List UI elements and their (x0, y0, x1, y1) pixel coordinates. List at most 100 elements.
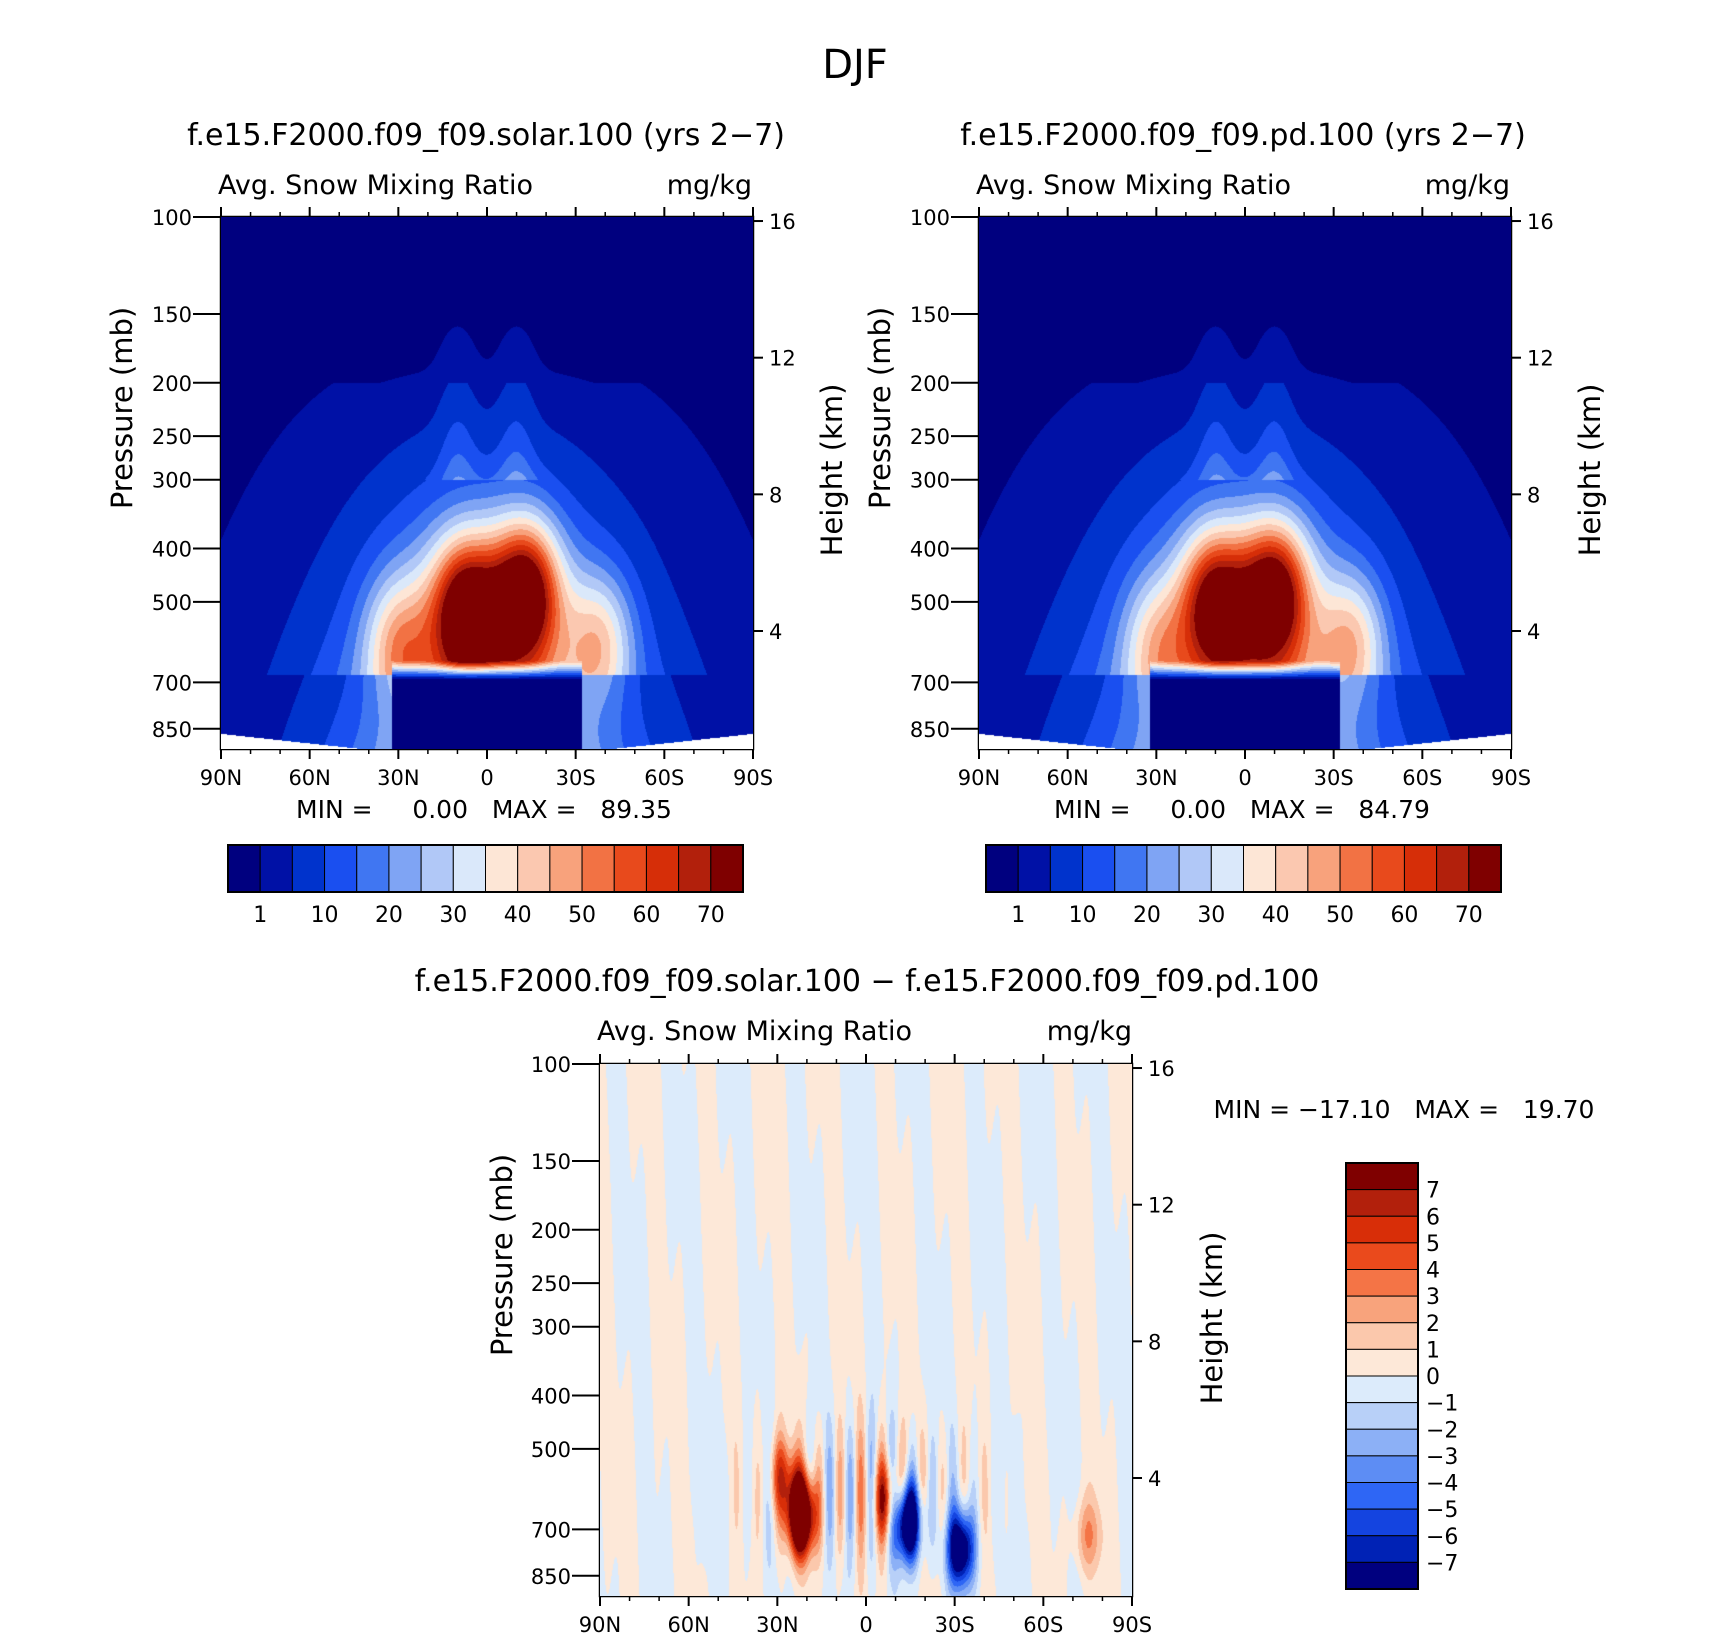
colorbar-swatch (1178, 844, 1212, 893)
x-tick-label: 90S (1491, 766, 1531, 790)
y2-tick-label: 8 (769, 483, 782, 507)
colorbar-swatch (678, 844, 712, 893)
colorbar-label: −3 (1426, 1445, 1458, 1470)
x-tick-label: 30N (1135, 766, 1177, 790)
colorbar-swatch (1345, 1508, 1419, 1537)
x-tick-label: 0 (480, 766, 493, 790)
colorbar-label: −2 (1426, 1418, 1458, 1443)
colorbar-swatch (324, 844, 358, 893)
x-tick-label: 60N (288, 766, 330, 790)
y-tick-label: 250 (152, 425, 192, 449)
x-tick-label: 30S (556, 766, 596, 790)
colorbar-swatch (1345, 1482, 1419, 1510)
x-tick-label: 60S (1023, 1613, 1063, 1637)
colorbar-swatch (1345, 1189, 1419, 1217)
colorbar-swatch (1339, 844, 1373, 893)
colorbar-label: 40 (504, 903, 532, 928)
colorbar-label: 1 (253, 903, 267, 928)
colorbar-label: −4 (1426, 1472, 1458, 1497)
colorbar-label: 2 (1426, 1312, 1440, 1337)
y-tick-label: 150 (152, 303, 192, 327)
colorbar-swatch (581, 844, 615, 893)
colorbar-label: 30 (439, 903, 467, 928)
colorbar-label: 6 (1426, 1205, 1440, 1230)
y2-tick-label: 4 (1148, 1467, 1161, 1491)
x-tick-label: 90N (958, 766, 1000, 790)
panel-pd: f.e15.F2000.f09_f09.pd.100 (yrs 2−7) Avg… (863, 118, 1607, 928)
x-tick-label: 30S (1314, 766, 1354, 790)
panel-title: f.e15.F2000.f09_f09.pd.100 (yrs 2−7) (960, 118, 1526, 153)
y-tick-label: 100 (152, 206, 192, 230)
colorbar-swatch (710, 844, 744, 893)
colorbar-swatch (1403, 844, 1438, 893)
colorbar-swatch (1114, 844, 1148, 893)
colorbar-swatch (1243, 844, 1277, 893)
units-label: mg/kg (667, 170, 752, 201)
y-tick-label: 400 (152, 538, 192, 562)
x-tick-label: 60S (1402, 766, 1442, 790)
x-tick-label: 30S (935, 1613, 975, 1637)
colorbar-swatch (1371, 844, 1405, 893)
colorbar-swatch (1345, 1215, 1419, 1244)
y2-axis-label: Height (km) (1195, 1232, 1229, 1405)
colorbar-label: 0 (1426, 1365, 1440, 1390)
variable-label: Avg. Snow Mixing Ratio (597, 1016, 912, 1047)
y2-tick-label: 12 (1148, 1194, 1175, 1218)
y-tick-label: 100 (531, 1053, 571, 1077)
colorbar-label: −5 (1426, 1498, 1458, 1523)
colorbar-label: −7 (1426, 1551, 1458, 1576)
min-max-stats: MIN = 0.00 MAX = 89.35 (296, 795, 672, 824)
colorbar-label: 50 (568, 903, 596, 928)
min-max-stats: MIN = 0.00 MAX = 84.79 (1054, 795, 1430, 824)
colorbar-swatch (1017, 844, 1051, 893)
y2-tick-label: 12 (1527, 347, 1554, 371)
colorbar-frame (1345, 1162, 1419, 1590)
colorbar-swatch (1146, 844, 1180, 893)
colorbar-label: 50 (1326, 903, 1354, 928)
colorbar-swatch (485, 844, 519, 893)
x-tick-label: 30N (377, 766, 419, 790)
x-tick-label: 60N (667, 1613, 709, 1637)
y-tick-label: 700 (531, 1518, 571, 1542)
x-tick-label: 90S (1112, 1613, 1152, 1637)
y2-tick-label: 8 (1148, 1330, 1161, 1354)
colorbar-label: 20 (375, 903, 403, 928)
colorbar-swatch (291, 844, 326, 893)
colorbar-swatch (1275, 844, 1309, 893)
colorbar-swatch (1345, 1295, 1419, 1324)
y-tick-label: 500 (152, 591, 192, 615)
y-tick-label: 200 (152, 372, 192, 396)
x-tick-label: 90S (733, 766, 773, 790)
colorbar-swatch (1345, 1535, 1419, 1563)
y-tick-label: 300 (910, 469, 950, 493)
y-tick-label: 700 (152, 671, 192, 695)
y-tick-label: 250 (531, 1272, 571, 1296)
colorbar-label: 70 (697, 903, 725, 928)
colorbar-label: 20 (1133, 903, 1161, 928)
colorbar-pd: 1 10 20 30 40 50 60 70 (985, 844, 1502, 928)
colorbar-label: 60 (1390, 903, 1418, 928)
colorbar-swatch (1345, 1348, 1419, 1377)
units-label: mg/kg (1425, 170, 1510, 201)
units-label: mg/kg (1047, 1016, 1132, 1047)
y-tick-label: 200 (531, 1219, 571, 1243)
variable-label: Avg. Snow Mixing Ratio (218, 170, 533, 201)
colorbar-label: −1 (1426, 1392, 1458, 1417)
colorbar-swatch (1049, 844, 1084, 893)
colorbar-swatch (645, 844, 680, 893)
colorbar-swatch (1345, 1428, 1419, 1457)
y-tick-label: 150 (910, 303, 950, 327)
colorbar-swatch (452, 844, 486, 893)
y2-tick-label: 4 (1527, 620, 1540, 644)
y-tick-label: 500 (531, 1438, 571, 1462)
colorbar-swatch (420, 844, 454, 893)
colorbar-swatch (1082, 844, 1116, 893)
colorbar-label: 4 (1426, 1259, 1440, 1284)
colorbar-swatch (356, 844, 390, 893)
panel-title: f.e15.F2000.f09_f09.solar.100 − f.e15.F2… (415, 964, 1320, 999)
colorbar-swatch (1345, 1455, 1419, 1483)
x-tick-label: 0 (1238, 766, 1251, 790)
panel-diff: f.e15.F2000.f09_f09.solar.100 − f.e15.F2… (415, 964, 1595, 1637)
y-axis-label: Pressure (mb) (105, 307, 139, 509)
colorbar-swatch (1345, 1162, 1419, 1191)
